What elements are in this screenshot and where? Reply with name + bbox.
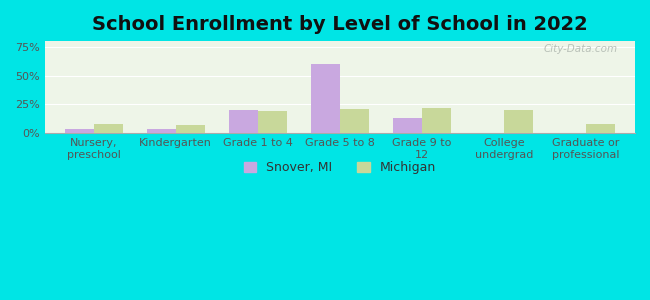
Bar: [229, 110, 258, 133]
Bar: [176, 125, 205, 133]
Text: City-Data.com: City-Data.com: [543, 44, 618, 54]
Bar: [504, 110, 532, 133]
Bar: [393, 118, 422, 133]
Bar: [422, 108, 450, 133]
Bar: [65, 129, 94, 133]
Bar: [311, 64, 340, 133]
Legend: Snover, MI, Michigan: Snover, MI, Michigan: [237, 155, 442, 181]
Bar: [147, 129, 176, 133]
Bar: [586, 124, 614, 133]
Bar: [258, 111, 287, 133]
Title: School Enrollment by Level of School in 2022: School Enrollment by Level of School in …: [92, 15, 588, 34]
Bar: [340, 109, 369, 133]
Bar: [94, 124, 122, 133]
